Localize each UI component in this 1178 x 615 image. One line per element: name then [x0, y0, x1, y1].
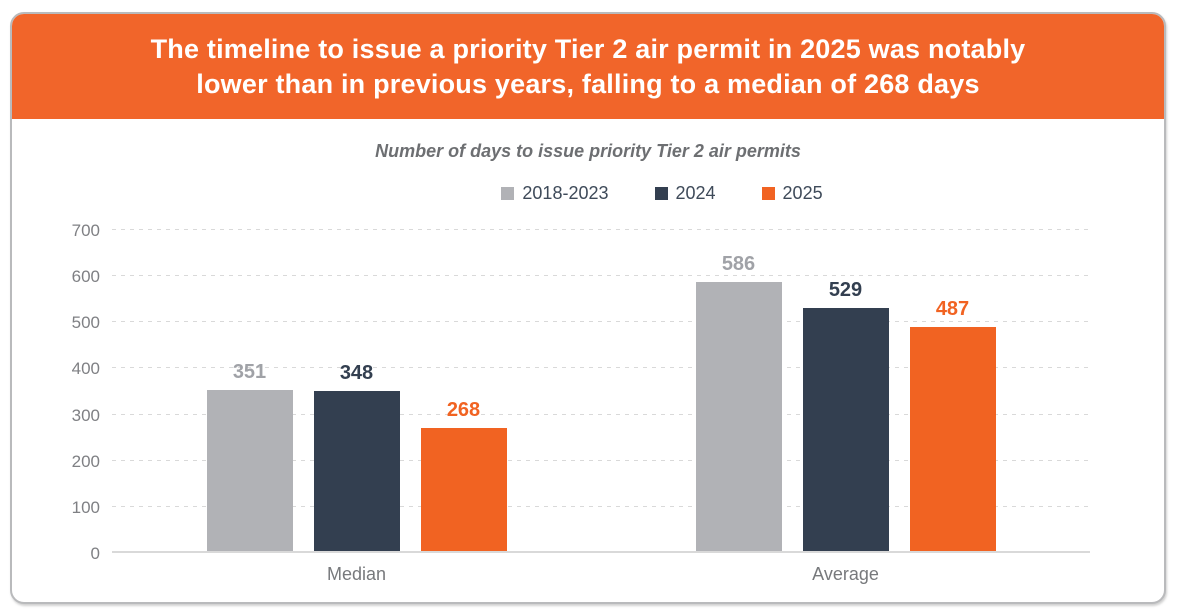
legend-swatch [654, 187, 668, 200]
y-tick-label: 700 [71, 221, 100, 240]
headline-banner: The timeline to issue a priority Tier 2 … [12, 14, 1164, 119]
legend-label: 2024 [675, 183, 716, 203]
y-tick-label: 500 [71, 313, 100, 333]
legend: 2018-2023 2024 2025 [86, 183, 1164, 204]
gridline [112, 459, 1090, 461]
legend-swatch [761, 187, 775, 200]
legend-item: 2025 [761, 183, 823, 204]
y-axis: 0 100 200 300 400 500 600 700 [12, 221, 100, 563]
bar: 351 [206, 361, 293, 552]
legend-swatch [501, 187, 515, 200]
x-axis: Median Average [112, 564, 1090, 585]
chart-title: Number of days to issue priority Tier 2 … [375, 141, 801, 161]
headline-text: The timeline to issue a priority Tier 2 … [151, 32, 1026, 102]
gridline [112, 275, 1090, 277]
y-tick-label: 100 [71, 497, 100, 517]
bar-value-label: 529 [828, 279, 863, 301]
bar-group: 586 529 487 [601, 229, 1090, 552]
gridline [112, 505, 1090, 507]
bar: 529 [802, 279, 889, 552]
y-tick-label: 400 [71, 359, 100, 379]
gridline [112, 229, 1090, 230]
legend-item: 2024 [654, 183, 716, 204]
chart-card: The timeline to issue a priority Tier 2 … [10, 12, 1166, 604]
legend-item: 2018-2023 [501, 183, 609, 204]
x-axis-baseline [112, 551, 1090, 553]
y-tick-label: 300 [71, 405, 100, 425]
legend-label: 2018-2023 [522, 183, 609, 203]
bar-value-label: 268 [446, 399, 481, 421]
legend-label: 2025 [782, 183, 823, 203]
bar: 487 [909, 298, 996, 552]
gridline [112, 413, 1090, 415]
plot-area: 351 348 268 586 529 487 [112, 229, 1090, 553]
y-tick-label: 200 [71, 451, 100, 471]
bar-group: 351 348 268 [112, 229, 601, 552]
y-tick-label: 600 [71, 267, 100, 287]
bar-value-label: 586 [721, 253, 756, 275]
category-label: Average [812, 564, 879, 584]
headline-line-1: The timeline to issue a priority Tier 2 … [150, 33, 1026, 64]
bar-value-label: 348 [339, 362, 374, 384]
category-label: Median [326, 564, 387, 584]
gridline [112, 321, 1090, 323]
bar: 268 [420, 399, 507, 552]
bar-value-label: 351 [232, 361, 267, 383]
bar: 586 [695, 253, 782, 552]
y-tick-label: 0 [90, 544, 100, 563]
bar-value-label: 487 [935, 298, 970, 320]
bar: 348 [313, 362, 400, 552]
headline-line-2: lower than in previous years, falling to… [196, 68, 980, 99]
gridline [112, 367, 1090, 369]
